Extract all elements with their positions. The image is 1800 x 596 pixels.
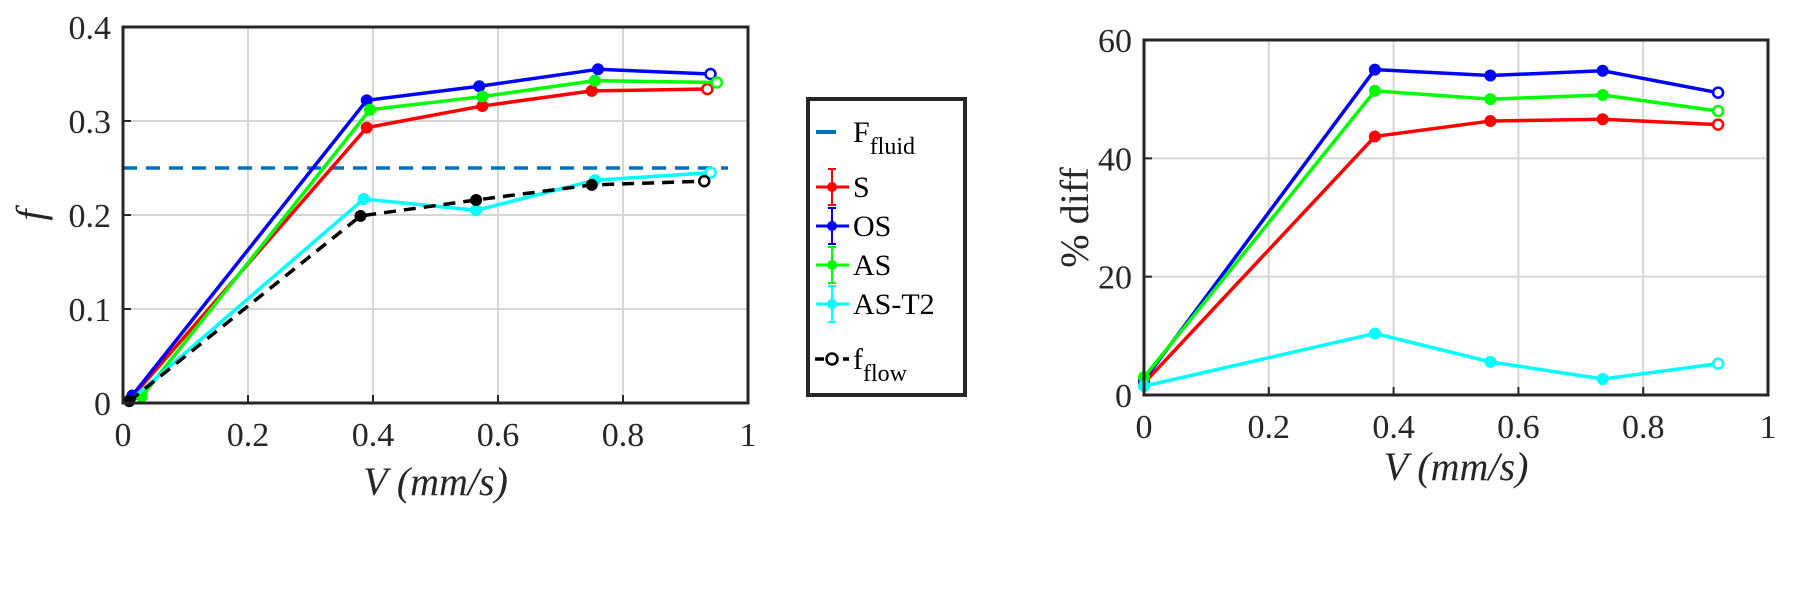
data-point-s bbox=[1368, 130, 1381, 143]
y-tick-label: 40 bbox=[1098, 141, 1132, 178]
data-point-as-t2 bbox=[1596, 373, 1609, 386]
legend-marker-dot bbox=[825, 352, 839, 366]
data-point-os bbox=[704, 67, 717, 81]
legend-label: Ffluid bbox=[853, 116, 915, 160]
data-point-f-flow bbox=[698, 174, 711, 188]
series-line-as-t2 bbox=[1143, 331, 1719, 388]
y-axis-label: % diff bbox=[1052, 167, 1097, 268]
legend-label: AS-T2 bbox=[853, 288, 935, 321]
data-point-as-t2 bbox=[1484, 355, 1497, 368]
x-tick-label: 0 bbox=[115, 417, 132, 454]
legend-entry-s: S bbox=[816, 168, 870, 206]
data-point-s bbox=[1484, 115, 1497, 128]
x-tick-label: 1 bbox=[1760, 409, 1777, 446]
data-point-as bbox=[1484, 93, 1497, 106]
legend-marker-dot bbox=[827, 221, 837, 231]
data-point-s bbox=[360, 121, 373, 134]
legend-marker-dot bbox=[827, 299, 837, 309]
x-axis-label: V (mm/s) bbox=[1384, 444, 1529, 489]
y-tick-label: 0 bbox=[94, 386, 111, 423]
data-point-os bbox=[1596, 64, 1609, 77]
x-tick-label: 0.2 bbox=[1248, 409, 1291, 446]
legend-label-main: f bbox=[853, 343, 863, 376]
series-line-as bbox=[140, 78, 717, 398]
data-point-os bbox=[592, 63, 604, 76]
data-point-os bbox=[473, 80, 486, 93]
x-tick-label: 0.6 bbox=[1497, 409, 1540, 446]
left-plot: 0 0.2 0.4 0.6 0.8 1 0 0.1 0.2 0.3 0.4 V (mm/s) f bbox=[8, 10, 757, 504]
legend-entry-f-flow: fflow bbox=[815, 343, 908, 387]
y-tick-label: 0.3 bbox=[69, 104, 112, 141]
legend-marker-dot bbox=[827, 260, 837, 270]
legend-label-sub: fluid bbox=[870, 134, 915, 160]
x-tick-label: 0.2 bbox=[227, 417, 270, 454]
data-point-as-t2 bbox=[1711, 357, 1725, 370]
y-axis-label: f bbox=[8, 205, 53, 221]
series-line-f-flow bbox=[128, 179, 705, 403]
y-tick-label: 0.1 bbox=[69, 292, 112, 329]
data-point-s bbox=[701, 82, 714, 96]
data-point-as-t2 bbox=[470, 204, 483, 217]
data-point-s bbox=[1711, 118, 1725, 131]
x-tick-label: 0.6 bbox=[477, 417, 520, 454]
x-axis-label: V (mm/s) bbox=[363, 459, 508, 504]
legend-label: S bbox=[853, 171, 870, 204]
data-point-os bbox=[1484, 69, 1497, 82]
axes-box bbox=[1142, 38, 1770, 397]
series-line-s bbox=[127, 87, 708, 402]
legend-entry-as-t2: AS-T2 bbox=[816, 285, 935, 323]
x-tick-label: 0.4 bbox=[1372, 409, 1415, 446]
y-tick-label: 0.2 bbox=[69, 198, 112, 235]
data-point-as bbox=[476, 90, 489, 103]
data-point-as bbox=[1368, 84, 1381, 97]
x-tick-label: 0 bbox=[1136, 409, 1153, 446]
legend-label-main: S bbox=[853, 171, 870, 204]
y-tick-label: 20 bbox=[1098, 260, 1132, 297]
data-point-as-t2 bbox=[357, 193, 370, 206]
x-tick-label: 1 bbox=[740, 417, 757, 454]
legend-entry-f-fluid: Ffluid bbox=[816, 116, 915, 160]
data-point-s bbox=[585, 84, 598, 97]
y-tick-label: 0 bbox=[1115, 378, 1132, 415]
data-point-f-flow bbox=[585, 178, 598, 191]
data-point-as bbox=[710, 76, 723, 89]
legend-label-main: AS-T2 bbox=[853, 288, 935, 321]
legend-label: OS bbox=[853, 210, 891, 243]
data-point-as-t2 bbox=[704, 166, 717, 179]
legend-entry-os: OS bbox=[816, 207, 891, 245]
x-tick-label: 0.8 bbox=[602, 417, 645, 454]
series-line-os bbox=[1142, 67, 1719, 382]
legend-label: fflow bbox=[853, 343, 908, 387]
legend-label-main: AS bbox=[853, 249, 891, 282]
data-point-f-flow bbox=[470, 193, 483, 206]
legend-label-main: F bbox=[853, 116, 870, 149]
data-point-os bbox=[1711, 86, 1725, 99]
data-point-as bbox=[588, 74, 601, 87]
series-line-as bbox=[1142, 89, 1719, 379]
legend-label-main: OS bbox=[853, 210, 891, 243]
x-tick-label: 0.4 bbox=[352, 417, 395, 454]
right-plot: 0 0.2 0.4 0.6 0.8 1 0 20 40 60 V (mm/s) % diff bbox=[1052, 23, 1777, 489]
data-point-f-flow bbox=[354, 209, 367, 222]
data-point-as bbox=[1711, 104, 1725, 118]
legend-label: AS bbox=[853, 249, 891, 282]
legend-marker-dot bbox=[827, 182, 837, 192]
y-tick-label: 60 bbox=[1098, 23, 1132, 60]
data-point-as bbox=[363, 103, 376, 116]
data-point-f-flow bbox=[123, 395, 136, 408]
y-tick-label: 0.4 bbox=[69, 10, 112, 47]
data-point-os bbox=[1368, 63, 1381, 76]
data-point-s bbox=[1596, 113, 1609, 126]
x-tick-label: 0.8 bbox=[1622, 409, 1665, 446]
legend-label-sub: flow bbox=[863, 361, 908, 387]
data-point-as-t2 bbox=[1368, 327, 1381, 340]
legend-entry-as: AS bbox=[816, 246, 891, 284]
data-point-as bbox=[1596, 89, 1609, 102]
